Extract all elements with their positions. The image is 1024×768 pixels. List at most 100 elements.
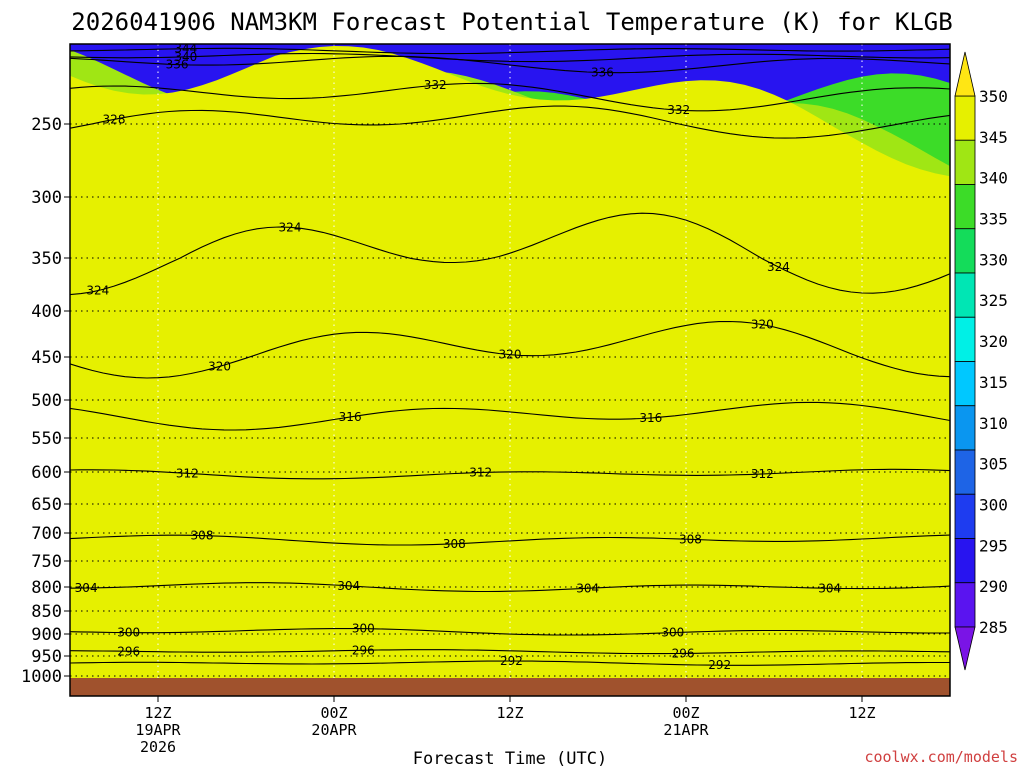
y-tick-label: 250 [31, 115, 62, 135]
contour-label-332: 332 [667, 103, 690, 117]
contour-292 [70, 660, 950, 666]
colorbar-segment [954, 449, 976, 495]
contour-label-300: 300 [352, 622, 375, 636]
contour-label-304: 304 [576, 581, 599, 595]
contour-304 [70, 582, 950, 593]
colorbar-label: 310 [979, 414, 1008, 433]
y-tick-label: 400 [31, 302, 62, 322]
contour-label-308: 308 [443, 537, 466, 551]
colorbar-label: 335 [979, 210, 1008, 229]
y-tick-label: 750 [31, 552, 62, 572]
colorbar-segment [954, 538, 976, 584]
colorbar-label: 340 [979, 169, 1008, 188]
contour-label-304: 304 [337, 579, 360, 593]
contour-label-304: 304 [818, 581, 841, 595]
colorbar-segment [954, 272, 976, 318]
contour-label-304: 304 [75, 581, 98, 595]
y-tick-label: 500 [31, 391, 62, 411]
x-tick-label: 21APR [663, 721, 709, 739]
colorbar-label: 295 [979, 536, 1008, 555]
colorbar-segment [954, 582, 976, 628]
contour-label-320: 320 [751, 318, 774, 332]
y-tick-label: 300 [31, 188, 62, 208]
y-tick-label: 600 [31, 463, 62, 483]
contour-label-324: 324 [767, 260, 790, 274]
contour-label-312: 312 [469, 466, 492, 480]
x-tick-label: 00Z [320, 704, 347, 722]
contour-label-344: 344 [174, 42, 197, 56]
y-tick-label: 1000 [21, 667, 62, 687]
y-tick-label: 900 [31, 625, 62, 645]
y-tick-label: 700 [31, 524, 62, 544]
contour-label-296: 296 [672, 646, 695, 660]
contour-labels: 292 292 296 296 296 300 300 300 304 304 304 304 308 3… [75, 42, 842, 673]
contour-label-320: 320 [499, 348, 522, 362]
contour-label-332: 332 [424, 78, 447, 92]
contour-label-336: 336 [591, 66, 614, 80]
contour-label-324: 324 [279, 220, 302, 234]
colorbar-segment [954, 139, 976, 185]
colorbar-label: 330 [979, 250, 1008, 269]
contour-label-292: 292 [500, 654, 523, 668]
contour-label-340: 340 [174, 50, 197, 64]
contour-label-296: 296 [117, 644, 140, 658]
gridlines [70, 44, 950, 696]
colorbar-segment [954, 316, 976, 362]
contour-324 [70, 212, 950, 296]
x-tick-label: 12Z [144, 704, 171, 722]
contour-label-300: 300 [661, 626, 684, 640]
y-tick-label: 800 [31, 578, 62, 598]
colorbar-label: 300 [979, 495, 1008, 514]
contour-label-316: 316 [639, 411, 662, 425]
contour-label-308: 308 [679, 532, 702, 546]
colorbar-segment [954, 493, 976, 539]
y-tick-label: 650 [31, 495, 62, 515]
contour-label-316: 316 [339, 410, 362, 424]
colorbar-segment [954, 95, 976, 141]
contour-300 [70, 628, 950, 636]
x-tick-label: 00Z [672, 704, 699, 722]
colorbar-label: 290 [979, 577, 1008, 596]
contour-312 [70, 468, 950, 480]
y-tick-label: 950 [31, 647, 62, 667]
contour-label-308: 308 [191, 529, 214, 543]
contour-lines [70, 47, 950, 666]
colorbar-top-arrow [954, 51, 976, 97]
y-tick-label: 850 [31, 602, 62, 622]
chart-title: 2026041906 NAM3KM Forecast Potential Tem… [71, 8, 952, 36]
credit-text: coolwx.com/models [864, 748, 1018, 766]
colorbar-label: 285 [979, 618, 1008, 637]
colorbar-label: 350 [979, 87, 1008, 106]
contour-label-312: 312 [751, 467, 774, 481]
y-tick-label: 350 [31, 249, 62, 269]
contour-label-300: 300 [117, 626, 140, 640]
colorbar-segment [954, 184, 976, 230]
terrain-ground [70, 678, 950, 696]
contour-label-292: 292 [708, 658, 731, 672]
contour-320 [70, 320, 950, 379]
colorbar-label: 325 [979, 291, 1008, 310]
contour-308 [70, 534, 950, 546]
contour-344 [70, 47, 950, 55]
colorbar: 350 345 340 335 330 325 320 315 310 305 300 295 290 2… [954, 51, 1008, 671]
contour-label-296: 296 [352, 643, 375, 657]
contour-label-328: 328 [103, 112, 126, 126]
colorbar-label: 315 [979, 373, 1008, 392]
contour-316 [70, 401, 950, 431]
x-tick-label: 12Z [496, 704, 523, 722]
colorbar-label: 345 [979, 128, 1008, 147]
colorbar-label: 305 [979, 455, 1008, 474]
contour-328 [70, 105, 950, 139]
y-tick-label: 450 [31, 348, 62, 368]
colorbar-bottom-arrow [954, 626, 976, 671]
contour-332 [70, 82, 950, 112]
colorbar-segment [954, 228, 976, 274]
contour-336 [70, 55, 950, 74]
contour-label-336: 336 [166, 58, 189, 72]
y-tick-label: 550 [31, 429, 62, 449]
y-axis: 250 300 350 400 450 500 550 600 650 700 750 800 850 9… [21, 115, 70, 687]
x-tick-label: 20APR [311, 721, 357, 739]
colorbar-segment [954, 405, 976, 451]
